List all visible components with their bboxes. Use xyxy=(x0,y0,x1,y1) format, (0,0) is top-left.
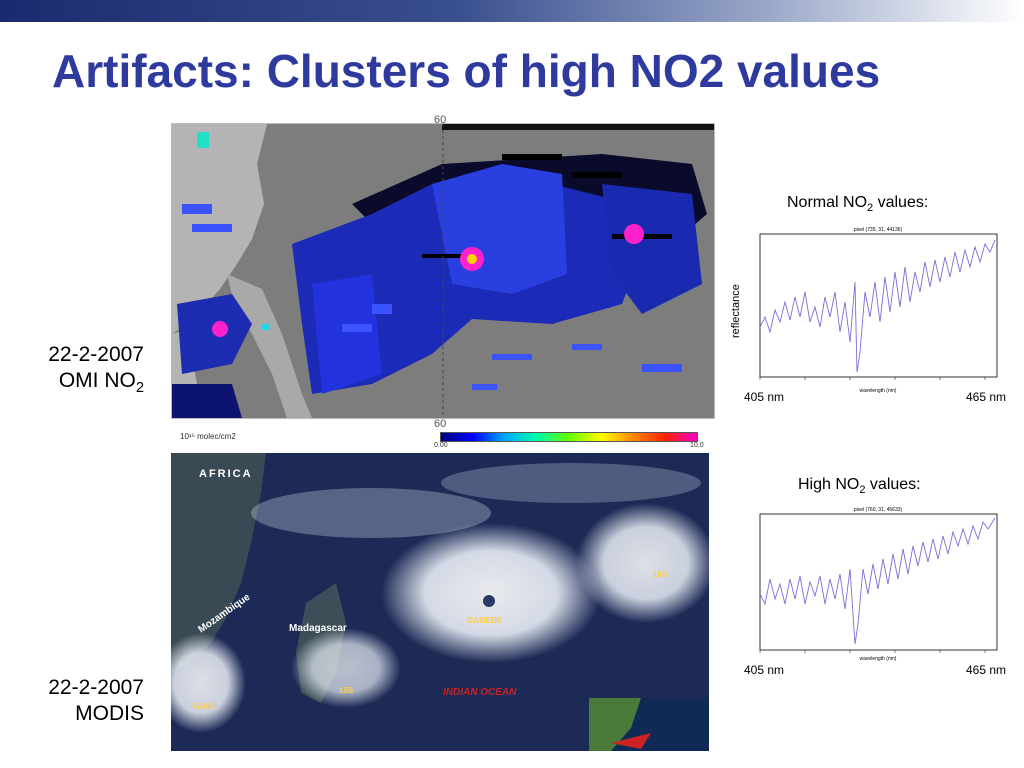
normal-plot-header: pixel (735, 31, 44136) xyxy=(854,227,903,233)
normal-x-end: 465 nm xyxy=(966,390,1007,404)
label-africa: AFRICA xyxy=(199,468,253,480)
high-title-pre: High NO xyxy=(798,476,860,493)
omi-date: 22-2-2007 xyxy=(48,343,144,366)
high-plot-header: pixel (760, 31, 45633) xyxy=(854,507,903,513)
omi-label-main: OMI NO xyxy=(58,369,136,392)
high-title-sub: 2 xyxy=(859,484,866,497)
omi-units: 10¹⁵ molec/cm2 xyxy=(180,432,236,441)
modis-satellite-image: AFRICA Mozambique Madagascar INDIAN OCEA… xyxy=(171,453,709,751)
normal-ylabel: reflectance xyxy=(730,284,742,338)
modis-title: MODIS xyxy=(75,702,144,725)
slide-title: Artifacts: Clusters of high NO2 values xyxy=(52,45,881,97)
omi-tick-bottom: 60 xyxy=(434,418,447,430)
normal-x-axis-label: wavelength (nm) xyxy=(860,388,897,394)
label-indian-ocean: INDIAN OCEAN xyxy=(443,687,517,698)
colorbar-max: 10.0 xyxy=(690,442,704,449)
normal-spectrum-title: Normal NO2 values: xyxy=(787,194,928,214)
label-favio: FAVIO xyxy=(193,702,216,711)
high-spectrum-title: High NO2 values: xyxy=(798,476,921,496)
normal-title-pre: Normal NO xyxy=(787,194,868,211)
normal-title-post: values: xyxy=(873,194,929,211)
high-title-post: values: xyxy=(865,476,921,493)
label-gamede: GAMEDE xyxy=(467,616,503,625)
modis-date: 22-2-2007 xyxy=(48,676,144,699)
high-x-axis-label: wavelength (nm) xyxy=(860,656,897,662)
normal-spectrum-plot: pixel (735, 31, 44136) wavelength (nm) xyxy=(745,222,1000,400)
omi-colorbar xyxy=(440,432,698,442)
normal-x-start: 405 nm xyxy=(744,390,785,404)
omi-title: OMI NO2 xyxy=(48,368,144,401)
high-spectrum-plot: pixel (760, 31, 45633) wavelength (nm) xyxy=(745,504,1000,664)
high-x-end: 465 nm xyxy=(966,663,1007,677)
modis-label: 22-2-2007 MODIS xyxy=(48,675,144,727)
header-gradient-bar xyxy=(0,0,1024,22)
label-15s: 15S xyxy=(339,686,354,695)
omi-no2-map xyxy=(171,123,715,419)
label-madagascar: Madagascar xyxy=(289,623,347,634)
omi-label: 22-2-2007 OMI NO2 xyxy=(48,342,144,401)
colorbar-min: 0.00 xyxy=(434,442,448,449)
label-16s: 16S xyxy=(653,570,668,579)
normal-title-sub: 2 xyxy=(867,202,874,215)
high-x-start: 405 nm xyxy=(744,663,785,677)
omi-label-sub: 2 xyxy=(135,380,144,397)
